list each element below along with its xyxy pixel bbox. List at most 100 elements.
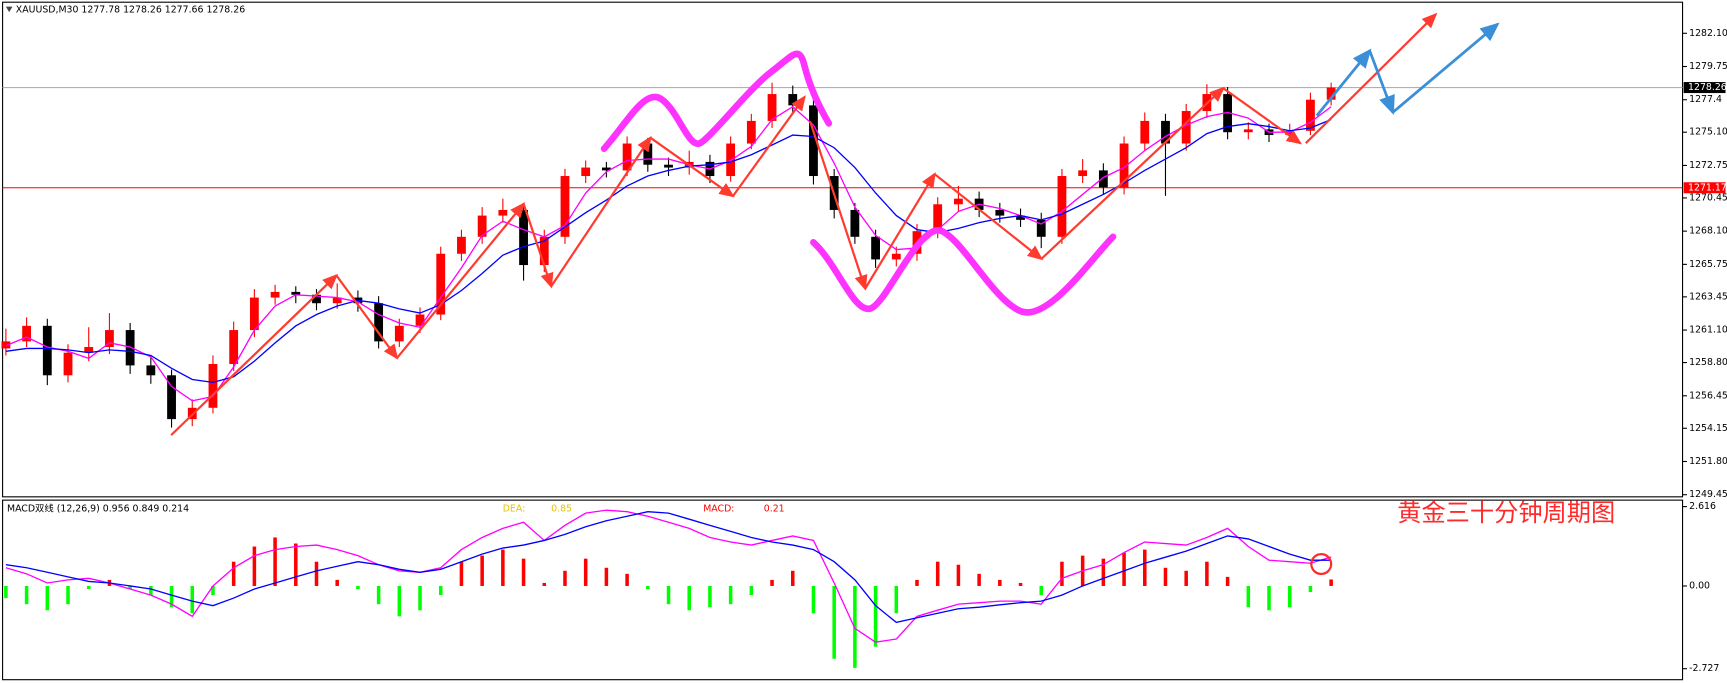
y-tick-label: 1258.80 <box>1689 357 1727 368</box>
macd-panel <box>2 499 1684 681</box>
candle-body <box>850 209 860 237</box>
macd-bar <box>749 585 754 596</box>
candle-body <box>125 330 135 366</box>
candle-body <box>229 330 239 364</box>
macd-bar <box>646 585 650 590</box>
trend-lines <box>170 12 1438 436</box>
candle-body <box>1326 87 1336 100</box>
y-tick-label: 0.00 <box>1689 580 1710 591</box>
trend-line <box>933 173 1044 261</box>
macd-bar <box>459 561 464 586</box>
macd-header: MACD双线 (12,26,9) 0.956 0.849 0.214 <box>7 502 189 514</box>
candle-body <box>22 325 32 342</box>
candle-body <box>601 167 611 171</box>
candle-body <box>1243 129 1253 133</box>
candle-body <box>1036 219 1046 237</box>
macd-bar <box>128 585 132 590</box>
macd-bar <box>418 585 422 611</box>
macd-bar <box>1101 558 1106 586</box>
macd-bar <box>45 585 50 611</box>
candle-body <box>891 253 901 260</box>
symbol-header: XAUUSD,M30 1277.78 1278.26 1277.66 1278.… <box>16 4 245 15</box>
macd-bar <box>501 549 505 586</box>
macd-bar <box>542 582 547 586</box>
macd-bar <box>956 564 961 586</box>
macd-bar <box>728 585 733 605</box>
trend-line <box>809 120 868 291</box>
y-tick-label: 1254.15 <box>1689 423 1727 434</box>
candle-body <box>249 297 259 331</box>
candle-body <box>457 236 466 254</box>
dea-label: DEA: <box>503 503 526 514</box>
candle-body <box>105 330 114 348</box>
macd-bar <box>294 543 298 586</box>
candle-body <box>1078 170 1088 177</box>
macd-bar <box>231 561 236 586</box>
indicator-line <box>5 105 1332 402</box>
y-tick-label: 2.616 <box>1689 501 1716 512</box>
candle-body <box>1098 170 1108 188</box>
symbol-icon <box>5 6 13 13</box>
macd-bar <box>1060 561 1064 586</box>
indicator-line <box>5 509 1332 643</box>
candle-body <box>1181 111 1191 144</box>
trend-line <box>1222 87 1303 145</box>
candle-body <box>146 365 156 376</box>
candle-body <box>291 291 301 295</box>
y-tick-label: 1277.4 <box>1689 94 1722 105</box>
trend-line <box>864 172 936 290</box>
macd-label: MACD: <box>703 503 734 514</box>
macd-bar <box>811 585 816 614</box>
macd-bar <box>1287 585 1292 608</box>
macd-bar <box>356 585 360 590</box>
macd-bar <box>1225 576 1230 586</box>
y-tick-label: 1279.75 <box>1689 61 1727 72</box>
macd-bar <box>24 585 29 605</box>
candle-body <box>374 303 384 342</box>
macd-bar <box>666 585 671 605</box>
macd-bar <box>790 570 795 586</box>
macd-bar <box>915 579 919 586</box>
candle-body <box>1306 99 1315 131</box>
macd-bar <box>832 585 836 659</box>
macd-bar <box>894 585 899 614</box>
macd-bar <box>563 570 567 586</box>
y-tick-label: 1263.45 <box>1689 291 1727 302</box>
candle-body <box>871 236 880 260</box>
trend-line <box>1040 86 1225 260</box>
y-tick-label: 1268.10 <box>1689 226 1727 237</box>
macd-bar <box>1018 582 1023 586</box>
y-tick-label: 1256.45 <box>1689 390 1727 401</box>
forecast-arrow <box>1391 22 1500 114</box>
candle-body <box>1057 176 1067 237</box>
macd-bar <box>1308 585 1313 593</box>
candle-body <box>436 253 446 315</box>
trend-line <box>649 136 735 198</box>
forecast-arrow <box>1368 50 1395 115</box>
y-tick-label: 1282.10 <box>1689 28 1727 39</box>
macd-bar <box>438 585 443 596</box>
macd-bar <box>1163 567 1168 586</box>
candle-body <box>809 105 818 177</box>
candle-body <box>415 314 425 326</box>
candle-body <box>622 143 632 171</box>
macd-bar <box>314 561 319 586</box>
candle-body <box>394 325 404 342</box>
macd-bar <box>1184 570 1188 586</box>
pattern-curve <box>810 227 1117 316</box>
macd-bar <box>149 585 153 596</box>
highlight-circle <box>1310 553 1333 576</box>
candle-body <box>1161 120 1170 144</box>
candle-body <box>788 94 798 106</box>
macd-bar <box>977 573 981 586</box>
macd-bar <box>190 585 195 614</box>
macd-bar <box>708 585 712 608</box>
annotation: 黄金三十分钟周期图 <box>1397 500 1615 527</box>
y-tick-label: 1265.75 <box>1689 259 1727 270</box>
macd-bar <box>211 585 215 596</box>
candle-body <box>332 297 342 304</box>
macd-bar <box>687 585 691 611</box>
macd-bar <box>335 579 339 586</box>
